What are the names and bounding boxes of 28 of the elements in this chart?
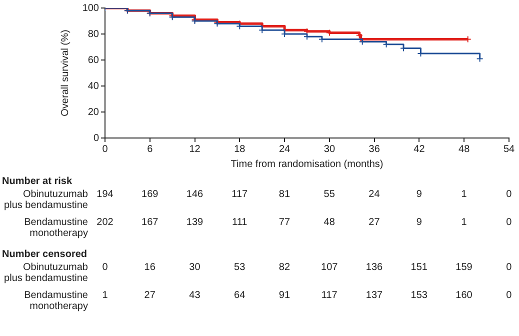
x-tick-label: 54 [503, 144, 515, 155]
y-tick-label: 100 [82, 2, 100, 14]
y-tick-label: 20 [88, 106, 100, 118]
text: Obinutuzumab plus bendamustine [3, 262, 88, 284]
x-tick-label: 42 [414, 144, 426, 155]
text: Obinutuzumab plus bendamustine [3, 189, 88, 211]
y-tick-label: 60 [88, 54, 100, 66]
x-tick-label: 18 [234, 144, 246, 155]
text: Bendamustine monotherapy [23, 217, 88, 239]
x-tick-label: 6 [147, 144, 154, 155]
x-tick-label: 0 [102, 144, 108, 155]
x-tick-label: 48 [458, 144, 470, 155]
x-tick-label: 30 [324, 144, 336, 155]
text: 1 27 43 64 91 117 137 153 160 0 [102, 290, 512, 301]
y-axis-title: Overall survival (%) [60, 30, 71, 116]
text: 0 16 30 53 82 107 136 151 159 0 [102, 262, 512, 273]
x-tick-label: 12 [189, 144, 201, 155]
text: Bendamustine monotherapy [23, 290, 88, 312]
x-tick-label: 36 [368, 144, 380, 155]
x-axis-title: Time from randomisation (months) [230, 158, 384, 170]
text: Number censored [2, 249, 88, 260]
text: 194 169 146 117 81 55 24 9 1 0 [96, 189, 512, 200]
y-tick-label: 80 [88, 28, 100, 40]
y-tick-label: 0 [93, 132, 100, 144]
x-tick-label: 24 [278, 144, 291, 155]
text: Number at risk [2, 176, 72, 187]
y-tick-label: 40 [88, 80, 100, 92]
text: 202 167 139 111 77 48 27 9 1 0 [96, 217, 512, 228]
